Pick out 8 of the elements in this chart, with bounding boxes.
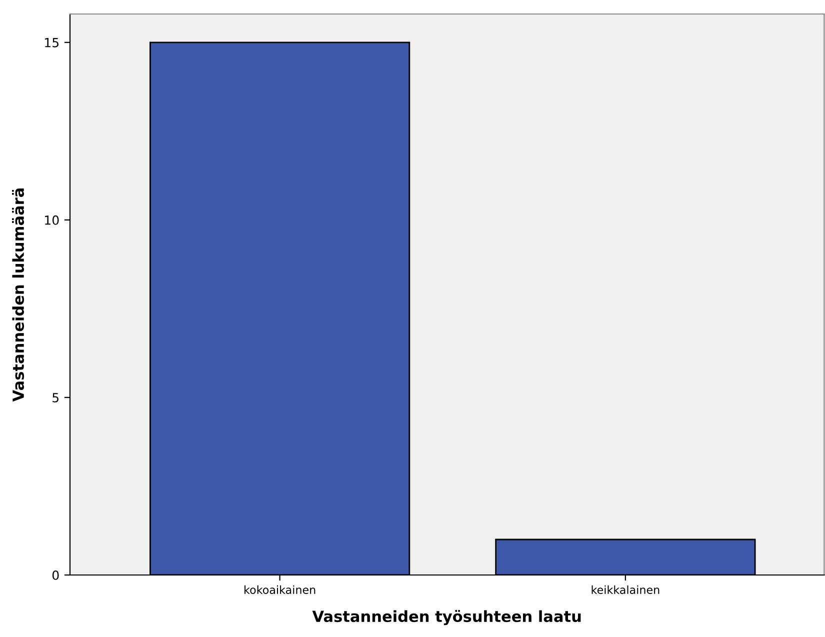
y-tick-label: 5 [52,393,58,402]
y-tick-label: 0 [52,570,59,580]
y-tick-label: 15 [45,38,58,48]
x-tick-label: kokoaikainen [244,585,316,594]
y-axis-title: Vastanneiden lukumäärä [12,188,24,402]
y-tick-label: 10 [45,215,59,225]
x-tick-label: keikkalainen [592,585,660,594]
x-axis-title: Vastanneiden työsuhteen laatu [312,610,581,626]
